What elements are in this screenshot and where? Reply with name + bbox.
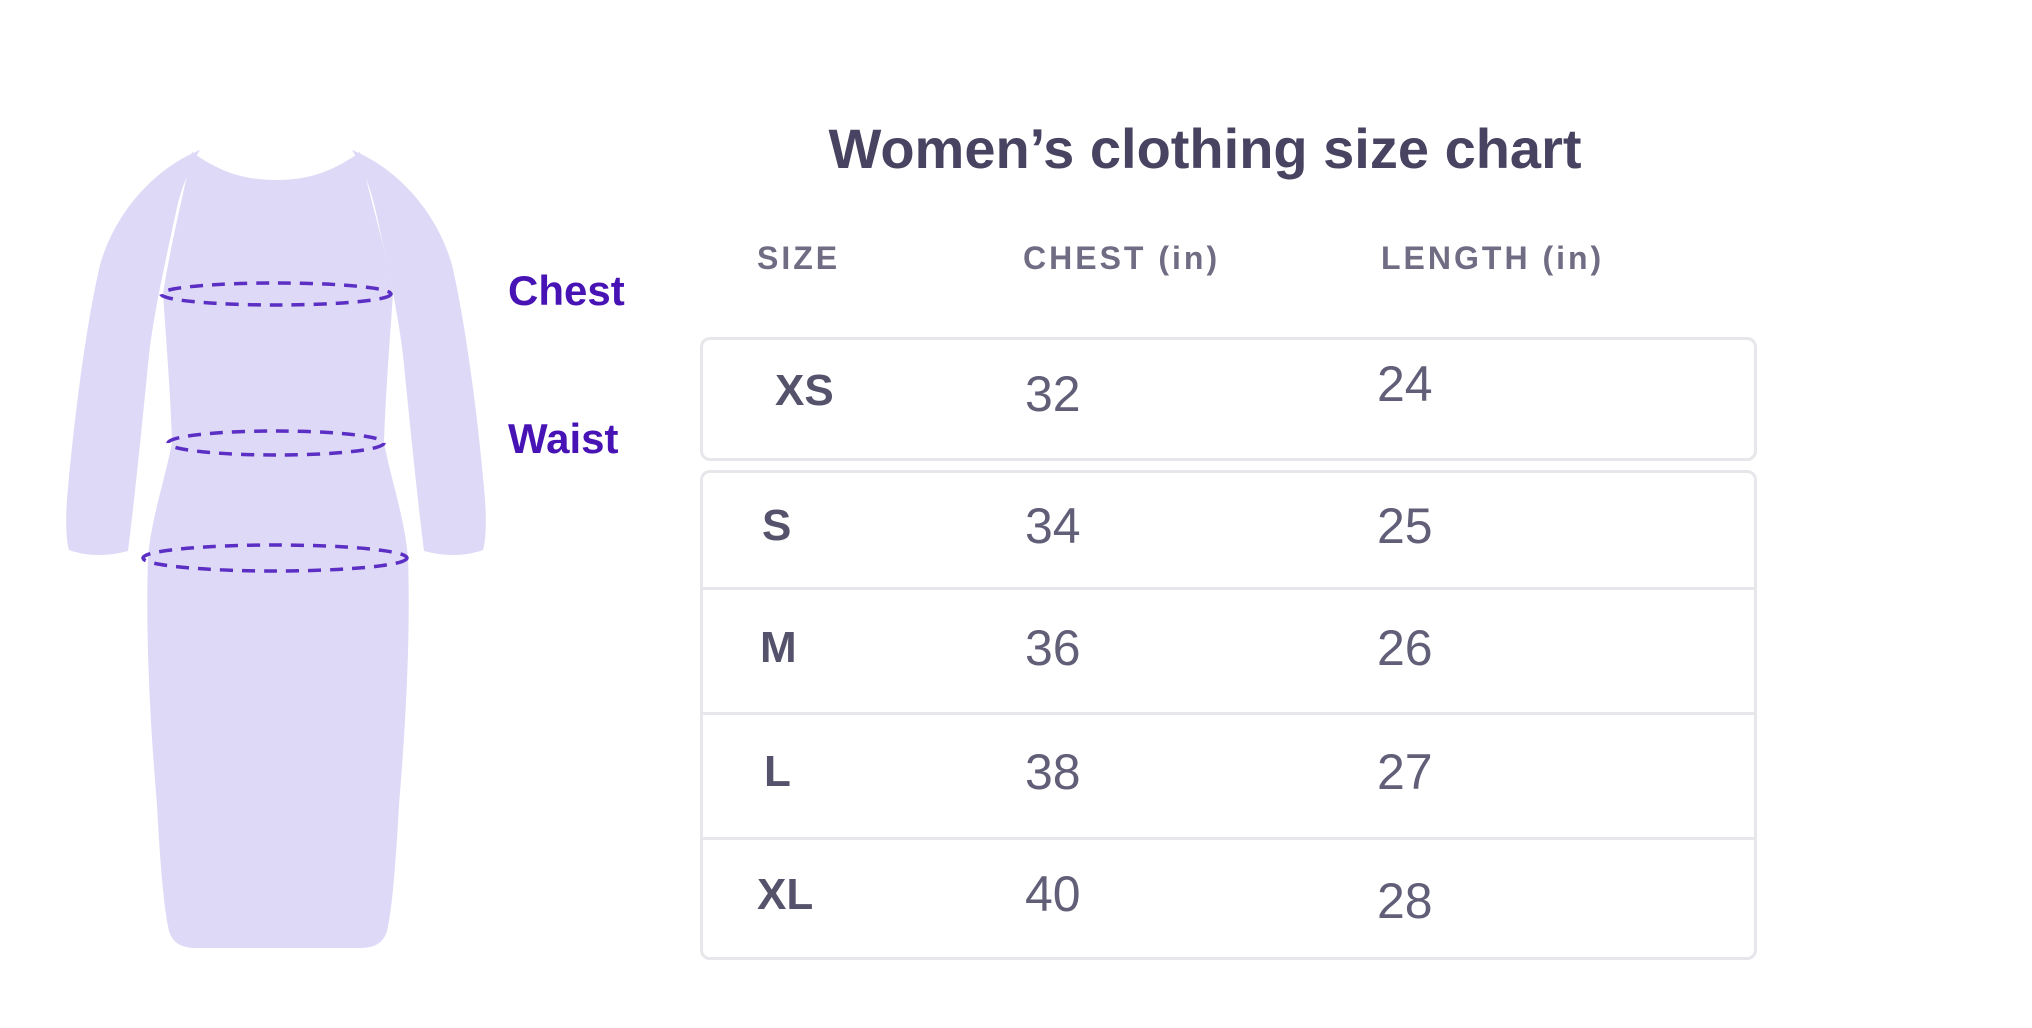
length-cell: 25 bbox=[1377, 498, 1433, 554]
column-header-size: SIZE bbox=[757, 240, 841, 276]
size-cell: XL bbox=[757, 870, 814, 919]
chest-cell: 38 bbox=[1025, 744, 1081, 800]
column-header-length: LENGTH (in) bbox=[1381, 240, 1605, 276]
size-cell: L bbox=[764, 747, 791, 796]
dress-body bbox=[147, 152, 409, 948]
row-divider bbox=[703, 837, 1754, 840]
page-title: Women’s clothing size chart bbox=[828, 117, 1582, 180]
length-cell: 28 bbox=[1377, 873, 1433, 929]
chest-measure-ellipse bbox=[159, 281, 393, 307]
chest-label: Chest bbox=[508, 267, 625, 314]
row-divider bbox=[703, 712, 1754, 715]
waist-label: Waist bbox=[508, 415, 619, 462]
chest-cell: 36 bbox=[1025, 620, 1081, 676]
chest-cell: 32 bbox=[1025, 366, 1081, 422]
length-cell: 24 bbox=[1377, 356, 1433, 412]
dress-right-sleeve bbox=[352, 150, 486, 555]
size-cell: S bbox=[762, 501, 792, 550]
column-header-chest: CHEST (in) bbox=[1023, 240, 1221, 276]
row-divider bbox=[703, 587, 1754, 590]
length-cell: 26 bbox=[1377, 620, 1433, 676]
length-cell: 27 bbox=[1377, 744, 1433, 800]
hip-measure-ellipse bbox=[141, 543, 409, 573]
table-rows-s-to-xl bbox=[700, 470, 1757, 960]
size-cell: XS bbox=[775, 366, 834, 415]
dress-left-sleeve bbox=[66, 150, 200, 555]
table-row-xs bbox=[700, 337, 1757, 461]
size-cell: M bbox=[760, 623, 797, 672]
chest-cell: 34 bbox=[1025, 498, 1081, 554]
chest-cell: 40 bbox=[1025, 866, 1081, 922]
waist-measure-ellipse bbox=[166, 429, 386, 457]
